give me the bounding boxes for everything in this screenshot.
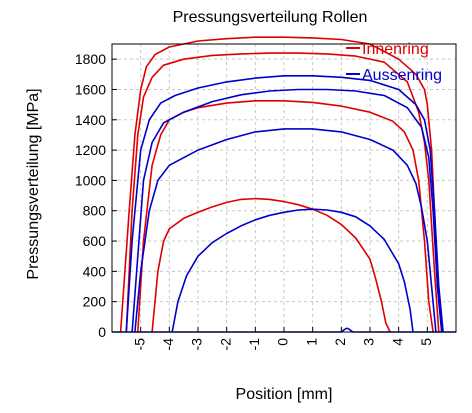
y-tick-label-6: 1200 (75, 142, 106, 158)
x-tick-label-9: 4 (389, 338, 405, 346)
series-line-7 (171, 208, 414, 333)
y-tick-label-8: 1600 (75, 81, 106, 97)
legend-label-1: Aussenring (362, 67, 442, 84)
series-line-0 (119, 36, 443, 333)
x-tick-label-3: -2 (217, 338, 233, 351)
series-line-3 (151, 197, 391, 333)
series-line-4 (125, 75, 444, 333)
x-tick-label-6: 1 (303, 338, 319, 346)
chart-title: Pressungsverteilung Rollen (173, 9, 368, 26)
x-tick-label-8: 3 (361, 338, 377, 346)
legend-label-0: Innenring (362, 41, 429, 58)
y-tick-label-9: 1800 (75, 51, 106, 67)
x-axis-label: Position [mm] (236, 386, 333, 403)
y-tick-label-5: 1000 (75, 172, 106, 188)
x-tick-label-4: -1 (246, 338, 262, 351)
y-tick-label-2: 400 (83, 263, 107, 279)
y-tick-label-0: 0 (98, 324, 106, 340)
legend: Innenring Aussenring (346, 41, 442, 84)
x-tick-label-5: 0 (275, 338, 291, 346)
series-line-5 (131, 88, 443, 333)
x-tick-label-2: -3 (189, 338, 205, 351)
y-axis-label: Pressungsverteilung [MPa] (25, 88, 42, 279)
x-axis-ticks: -5 -4 -3 -2 -1 0 1 2 3 4 5 (131, 327, 434, 350)
y-tick-label-1: 200 (83, 294, 107, 310)
x-tick-label-1: -4 (160, 338, 176, 351)
series-line-2 (137, 100, 434, 333)
y-tick-label-4: 800 (83, 203, 107, 219)
x-tick-label-7: 2 (332, 338, 348, 346)
series-line-6 (134, 128, 437, 333)
y-tick-label-7: 1400 (75, 112, 106, 128)
x-tick-label-0: -5 (131, 338, 147, 351)
x-tick-label-10: 5 (418, 338, 434, 346)
y-axis-ticks: 0 200 400 600 800 1000 1200 1400 1600 1800 (75, 51, 117, 340)
y-tick-label-3: 600 (83, 233, 107, 249)
